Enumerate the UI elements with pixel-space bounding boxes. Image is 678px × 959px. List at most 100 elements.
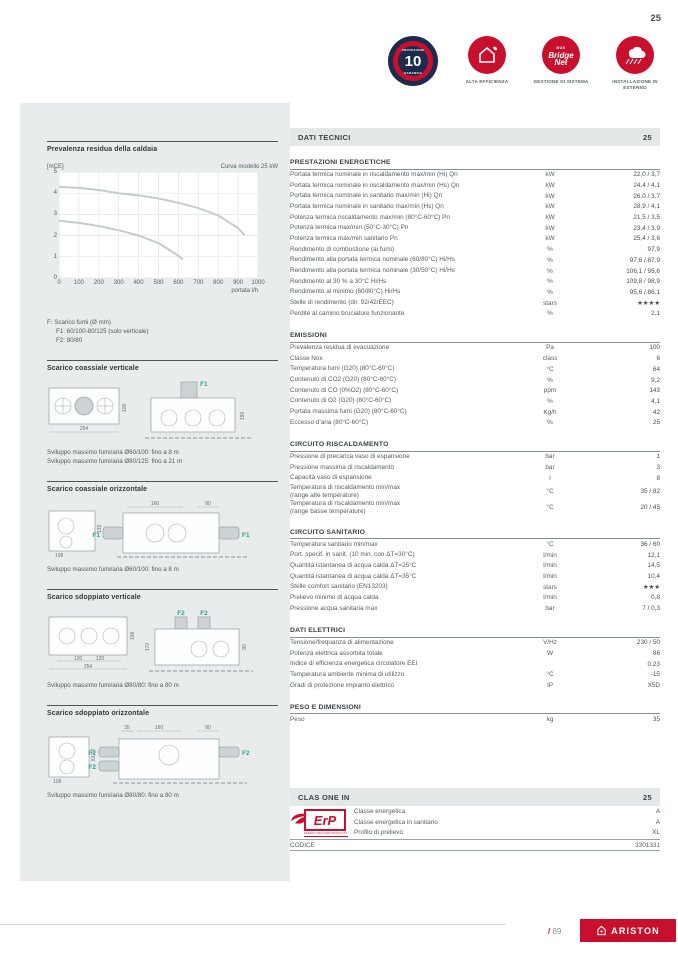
- ariston-brand-text: ARISTON: [611, 925, 660, 936]
- row-label-line: Portata termica nominale in sanitario ma…: [290, 202, 444, 210]
- row-label: Rendimento al 30 % a 30°C Hi/Hs: [290, 278, 518, 286]
- row-value: 7 / 0,3: [642, 605, 660, 613]
- row-label-line: Rendimento al 30 % a 30°C Hi/Hs: [290, 277, 387, 285]
- clas-row-classe-energetica: Classe energetica A: [354, 806, 660, 817]
- row-unit: bar: [545, 464, 555, 472]
- table-row: Rendimento al 30 % a 30°C Hi/Hs% 109,8 / …: [290, 276, 660, 287]
- table-row: Capacità vaso di espansione l 8: [290, 473, 660, 484]
- table-row: Rendimento di combustione (ai fumi)% 97,9: [290, 244, 660, 255]
- dim-160: 160: [155, 725, 164, 731]
- row-unit: %: [547, 288, 553, 296]
- clas-one-in-table: CLAS ONE IN 25 ErP ENERGY RELATED PRODUC…: [290, 788, 660, 852]
- row-label-subline: (range basse temperature): [290, 507, 366, 515]
- row-label: Contenuto di CO (0%O2) (80°C-60°C): [290, 387, 518, 395]
- row-unit: bar: [545, 453, 555, 461]
- section-title: Scarico coassiale orizzontale: [47, 481, 278, 493]
- row-value: 86: [652, 650, 660, 658]
- x-tick-label: 100: [73, 280, 84, 286]
- table-row: Prevalenza residua di evacuazione Pa 100: [290, 343, 660, 354]
- row-label: Potenza termica max/min (50°C-30°C) Pn: [290, 224, 518, 232]
- row-label-line: Rendimento al minimo (60/80°C) Hi/Hs: [290, 288, 401, 296]
- row-label-line: Portata termica nominale in sanitario ma…: [290, 192, 443, 200]
- row-unit: %: [547, 376, 553, 384]
- technical-data-table: DATI TECNICI 25 PRESTAZIONI ENERGETICHE P…: [290, 128, 660, 725]
- table-row: Peso kg 35: [290, 714, 660, 725]
- table-row: Rendimento alla portata termica nominale…: [290, 255, 660, 266]
- protezione-10-icon: PROTEZIONE 10 GARANZIA: [388, 36, 438, 86]
- row-label: Rendimento di combustione (ai fumi): [290, 246, 518, 254]
- row-label: Temperatura fumi (G20) (80°C-60°C): [290, 365, 518, 373]
- table-row: Gradi di protezione impianto elettrico IP…: [290, 680, 660, 691]
- erp-text: ErP: [304, 809, 346, 831]
- row-label: Peso: [290, 716, 518, 724]
- ariston-house-icon: [597, 925, 606, 936]
- row-label: Port. specif. in sanit. (10 min. con ΔT=…: [290, 551, 518, 559]
- max-run-caption: Sviluppo massimo fumi/aria Ø80/125: fino…: [47, 458, 183, 465]
- badge-label: ALTA EFFICIENZA: [465, 79, 509, 84]
- x-tick-label: 600: [173, 280, 184, 286]
- row-value: -15: [650, 671, 660, 679]
- row-value: 35: [652, 716, 660, 724]
- table-row: Indice di efficienza energetica circolat…: [290, 659, 660, 670]
- left-diagram-panel: Prevalenza residua della caldaia [mCE] C…: [20, 103, 290, 881]
- dim-190: 190: [240, 412, 246, 421]
- flue-f2-label: F2: [200, 610, 208, 617]
- table-row: Eccesso d'aria (80°C-60°C)% 25: [290, 417, 660, 428]
- table-row: Port. specif. in sanit. (10 min. con ΔT=…: [290, 550, 660, 561]
- row-unit: kW: [545, 171, 555, 179]
- row-unit: %: [547, 419, 553, 427]
- row-label-line: Temperatura di riscaldamento min/max: [290, 499, 401, 507]
- table-row: Potenza termica riscaldamento max/min (8…: [290, 212, 660, 223]
- row-label: Portata massima fumi (G20) (80°C-60°C): [290, 408, 518, 416]
- row-label: Potenza termica riscaldamento max/min (8…: [290, 214, 518, 222]
- row-label-line: Rendimento alla portata termica nominale…: [290, 256, 455, 264]
- dim-160: 160: [151, 501, 160, 507]
- table-row: Quantità istantanea di acqua calda ΔT=25…: [290, 561, 660, 572]
- table-section: EMISSIONI Prevalenza residua di evacuazio…: [290, 332, 660, 428]
- row-value: 23,4 / 3,9: [633, 224, 660, 232]
- flue-f1-label: F1: [242, 532, 250, 539]
- flue-f2-label: F2: [88, 750, 96, 757]
- row-value: 35 / 82: [640, 488, 660, 496]
- row-label-line: Gradi di protezione impianto elettrico: [290, 681, 395, 689]
- row-unit: kW: [545, 182, 555, 190]
- row-label-line: Rendimento alla portata termica nominale…: [290, 267, 455, 275]
- clas-title: CLAS ONE IN: [298, 792, 350, 802]
- row-unit: l: [549, 474, 551, 482]
- dim-170: 170: [145, 643, 151, 652]
- flue-f2-label: F2: [88, 764, 96, 771]
- row-value: 8: [656, 474, 660, 482]
- x-tick-label: 300: [113, 280, 124, 286]
- footer-page-number: / 69: [548, 927, 561, 936]
- table-row: Portata termica nominale in sanitario ma…: [290, 191, 660, 202]
- row-label: Perdite al camino bruciatore funzionante: [290, 310, 518, 318]
- section-title: CIRCUITO RISCALDAMENTO: [290, 441, 660, 452]
- row-label-line: Potenza elettrica assorbita totale: [290, 649, 383, 657]
- row-value: 106,1 / 95,6: [626, 267, 660, 275]
- table-row: Pressione di precarica vaso di espansion…: [290, 452, 660, 463]
- row-unit: bar: [545, 605, 555, 613]
- row-label: Temperatura di riscaldamento min/max (ran…: [290, 484, 518, 500]
- row-label-line: Temperatura sanitario min/max: [290, 540, 378, 548]
- row-unit: Kg/h: [543, 408, 557, 416]
- table-row: Rendimento al minimo (60/80°C) Hi/Hs% 95,…: [290, 287, 660, 298]
- dim-120: 120: [96, 656, 105, 662]
- bridgenet-icon: BUS Bridge Net: [542, 36, 580, 74]
- row-label: Temperatura di riscaldamento min/max (ran…: [290, 500, 518, 516]
- row-label: Gradi di protezione impianto elettrico: [290, 682, 518, 690]
- row-unit: stars: [543, 299, 557, 307]
- note-line: F: Scarico fumi (Ø mm): [47, 319, 111, 326]
- section-scarico-coassiale-verticale: Scarico coassiale verticale 254 108 F1 1…: [47, 360, 278, 466]
- y-tick-label: 1: [53, 253, 57, 260]
- row-unit: l/min: [543, 562, 557, 570]
- row-value: X5D: [647, 682, 660, 690]
- table-title: DATI TECNICI: [298, 132, 351, 142]
- clas-row-label: Profilo di prelievo: [354, 829, 404, 837]
- row-value: 42: [652, 408, 660, 416]
- protezione-number: 10: [404, 52, 422, 70]
- row-unit: kW: [545, 192, 555, 200]
- dim-108: 108: [53, 779, 62, 785]
- table-row: Potenza termica max/min sanitario Pn kW 25…: [290, 234, 660, 245]
- row-value: 97,6 / 87,9: [629, 256, 660, 264]
- table-row: Temperatura fumi (G20) (80°C-60°C) °C 64: [290, 364, 660, 375]
